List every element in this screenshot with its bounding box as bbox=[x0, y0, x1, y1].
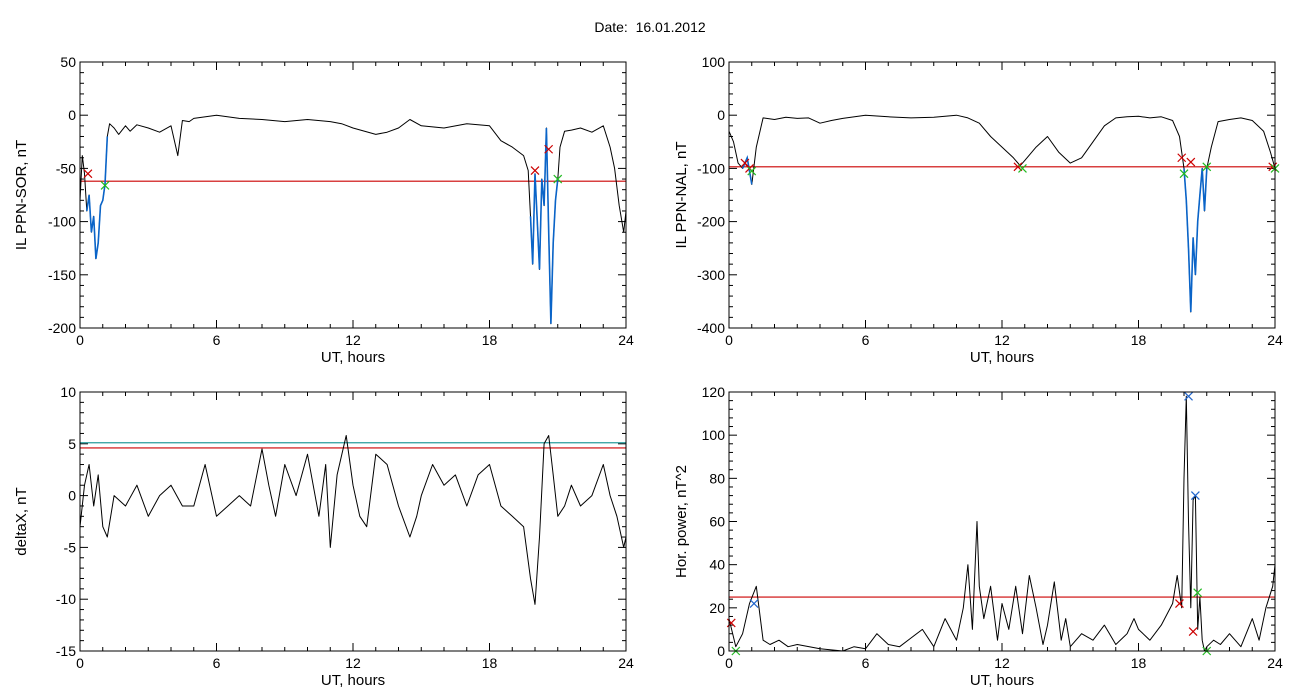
cross-marker bbox=[553, 174, 563, 184]
cross-marker bbox=[1202, 162, 1212, 172]
plot-frame bbox=[79, 61, 627, 329]
x-tick-label: 18 bbox=[1131, 332, 1147, 348]
x-tick-label: 0 bbox=[76, 655, 84, 671]
cross-marker bbox=[1175, 599, 1184, 608]
x-tick-label: 6 bbox=[213, 655, 221, 671]
y-tick-label: -150 bbox=[48, 267, 76, 283]
x-tick-label: 18 bbox=[1131, 655, 1147, 671]
x-tick-label: 6 bbox=[862, 655, 870, 671]
event-segment bbox=[741, 155, 753, 185]
y-tick-label: 20 bbox=[709, 600, 725, 616]
series-line bbox=[728, 395, 1276, 652]
y-tick-label: -100 bbox=[697, 160, 725, 176]
y-axis-label: deltaX, nT bbox=[13, 487, 30, 555]
event-segment bbox=[1183, 168, 1208, 313]
plot-frame bbox=[728, 391, 1276, 652]
y-tick-label: 0 bbox=[717, 107, 725, 123]
x-tick-label: 18 bbox=[482, 655, 498, 671]
y-tick-label: 0 bbox=[717, 643, 725, 659]
chart-p1: 0 6 12 18 24 50 0 -50 -100 -150 -200 UT, hours IL PP… bbox=[13, 54, 634, 366]
y-tick-label: 0 bbox=[68, 107, 76, 123]
x-axis-label: UT, hours bbox=[970, 349, 1034, 366]
cross-marker bbox=[1188, 627, 1198, 636]
x-tick-label: 12 bbox=[994, 332, 1010, 348]
x-tick-label: 12 bbox=[345, 655, 361, 671]
chart-p2: 0 6 12 18 24 100 0 -100 -200 -300 -400 UT, hours IL … bbox=[673, 54, 1283, 366]
y-axis-label: Hor. power, nT^2 bbox=[673, 465, 690, 578]
y-axis-label: IL PPN-NAL, nT bbox=[673, 142, 690, 249]
x-tick-label: 0 bbox=[725, 332, 733, 348]
y-tick-label: -15 bbox=[56, 643, 76, 659]
y-tick-label: -200 bbox=[48, 320, 76, 336]
event-segment bbox=[86, 136, 109, 259]
y-axis-label: IL PPN-SOR, nT bbox=[13, 140, 30, 250]
y-tick-label: -400 bbox=[697, 320, 725, 336]
x-tick-label: 0 bbox=[76, 332, 84, 348]
x-tick-label: 6 bbox=[862, 332, 870, 348]
series-line bbox=[79, 114, 627, 325]
series-line bbox=[79, 435, 627, 605]
cross-marker bbox=[1177, 153, 1187, 163]
y-tick-label: 80 bbox=[709, 470, 725, 486]
y-tick-label: -5 bbox=[64, 539, 77, 555]
y-tick-label: -100 bbox=[48, 214, 76, 230]
cross-marker bbox=[530, 166, 540, 175]
plot-frame bbox=[79, 391, 627, 652]
x-tick-label: 12 bbox=[345, 332, 361, 348]
cross-marker bbox=[1190, 491, 1200, 501]
y-tick-label: 10 bbox=[60, 384, 76, 400]
cross-marker bbox=[1179, 169, 1189, 179]
cross-marker bbox=[726, 618, 736, 628]
x-tick-label: 24 bbox=[1267, 655, 1283, 671]
cross-marker bbox=[1193, 588, 1203, 598]
x-tick-label: 6 bbox=[213, 332, 221, 348]
y-tick-label: 120 bbox=[702, 384, 726, 400]
x-tick-label: 24 bbox=[1267, 332, 1283, 348]
y-tick-label: 50 bbox=[60, 54, 76, 70]
series-line bbox=[728, 114, 1276, 313]
x-axis-label: UT, hours bbox=[970, 672, 1034, 689]
x-tick-label: 0 bbox=[725, 655, 733, 671]
x-tick-label: 12 bbox=[994, 655, 1010, 671]
date-title: Date: 16.01.2012 bbox=[594, 19, 706, 35]
cross-marker bbox=[100, 180, 110, 190]
y-tick-label: -200 bbox=[697, 214, 725, 230]
y-tick-label: 40 bbox=[709, 557, 725, 573]
cross-marker bbox=[1186, 157, 1196, 167]
y-tick-label: -50 bbox=[56, 160, 76, 176]
cross-marker bbox=[749, 599, 759, 608]
y-tick-label: -300 bbox=[697, 267, 725, 283]
cross-marker bbox=[83, 169, 93, 179]
y-tick-label: 100 bbox=[702, 54, 726, 70]
cross-marker bbox=[544, 144, 554, 154]
cross-marker bbox=[1018, 163, 1027, 173]
y-tick-label: 5 bbox=[68, 436, 76, 452]
x-axis-label: UT, hours bbox=[321, 349, 385, 366]
chart-p3: 0 6 12 18 24 10 5 0 -5 -10 -15 UT, hours deltaX, nT bbox=[13, 384, 634, 689]
cross-marker bbox=[747, 166, 757, 176]
y-tick-label: 60 bbox=[709, 514, 725, 530]
event-segment bbox=[529, 127, 559, 324]
chart-p4: 0 6 12 18 24 0 20 40 60 80 100 120 UT, hours Hor. pow… bbox=[673, 384, 1283, 689]
y-tick-label: -10 bbox=[56, 591, 76, 607]
y-tick-label: 0 bbox=[68, 488, 76, 504]
cross-marker bbox=[1184, 391, 1193, 401]
x-tick-label: 18 bbox=[482, 332, 498, 348]
x-axis-label: UT, hours bbox=[321, 672, 385, 689]
y-tick-label: 100 bbox=[702, 427, 726, 443]
x-tick-label: 24 bbox=[618, 655, 634, 671]
x-tick-label: 24 bbox=[618, 332, 634, 348]
plot-frame bbox=[728, 61, 1276, 329]
